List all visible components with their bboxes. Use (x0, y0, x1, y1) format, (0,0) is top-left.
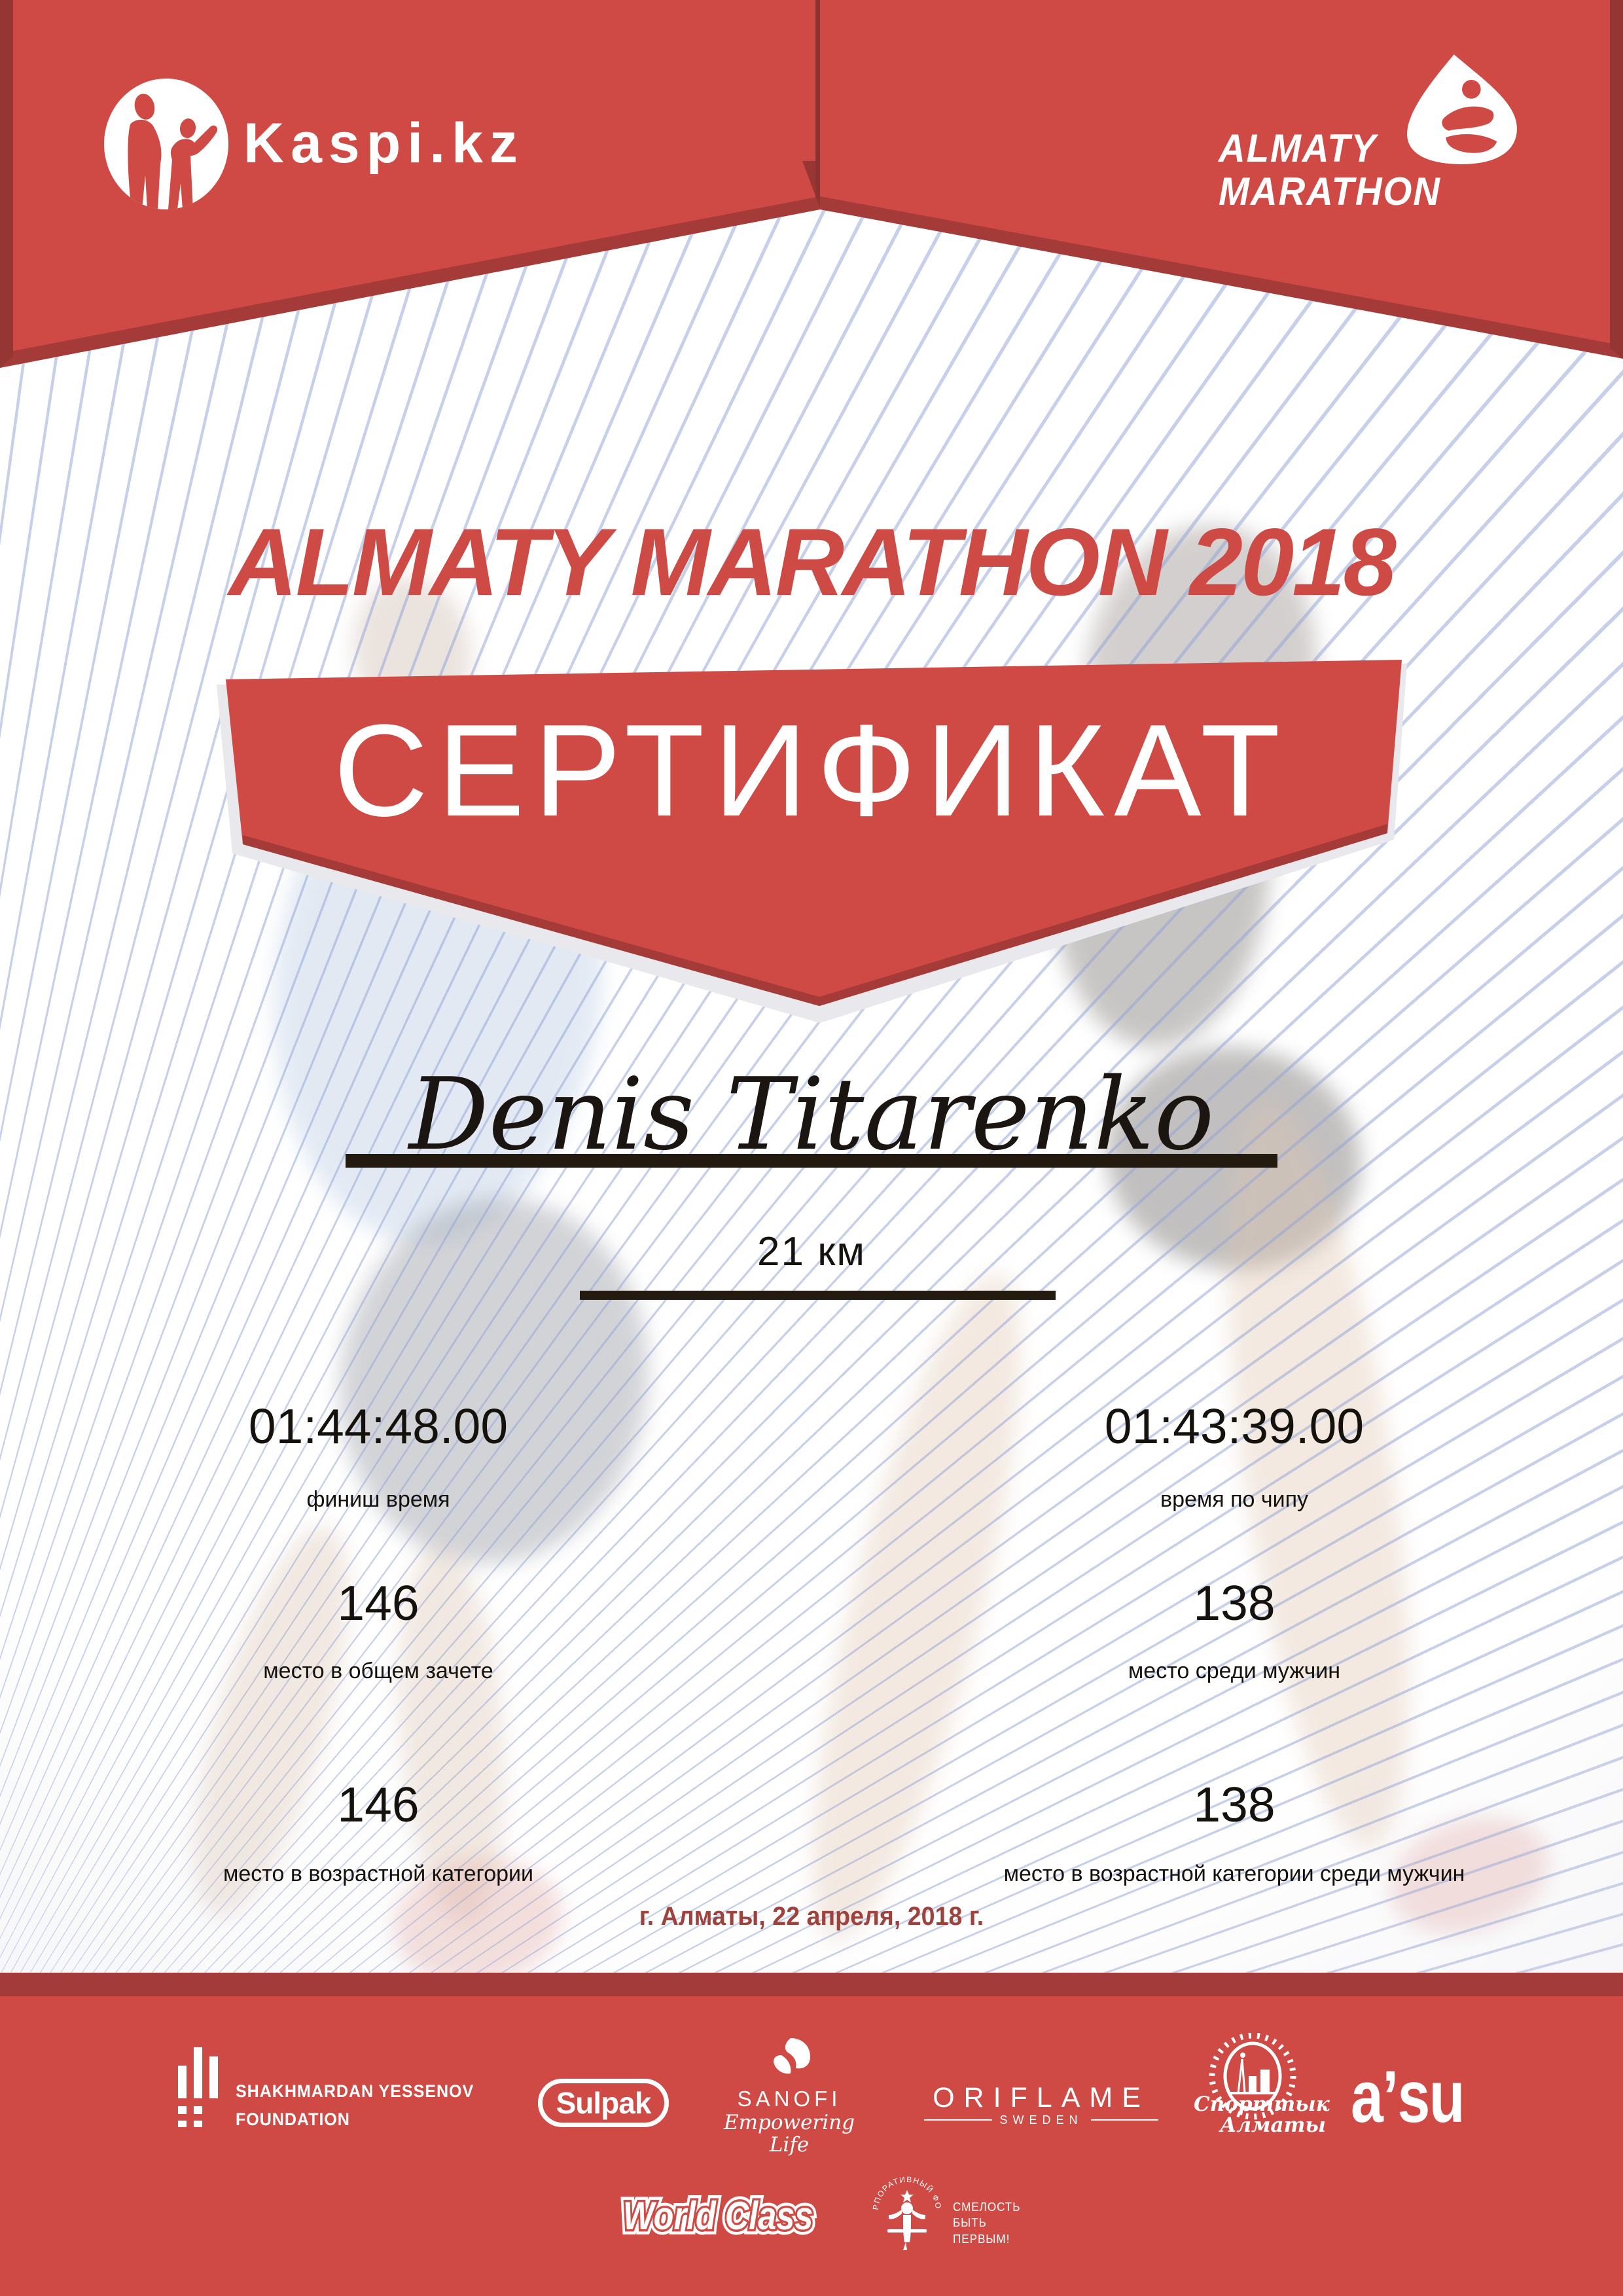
yessenov-line1: SHAKHMARDAN YESSENOV (236, 2081, 474, 2101)
oriflame-country: SWEDEN (924, 2113, 1159, 2126)
fund-slogan-line1: СМЕЛОСТЬ (953, 2200, 1021, 2214)
fund-torch-emblem-icon: КОРПОРАТИВНЫЙ ФОНД (870, 2174, 942, 2250)
ribbon-shape (217, 660, 1407, 1023)
date-line: г. Алматы, 22 апреля, 2018 г. (639, 1902, 984, 1931)
participant-name: Denis Titarenko (408, 1056, 1215, 1172)
fund-slogan-line2: БЫТЬ (953, 2216, 987, 2230)
footer-accent-strip (0, 1973, 1623, 1996)
kaspi-logo-icon (104, 79, 228, 209)
name-underline (346, 1154, 1277, 1168)
oriflame-country-label: SWEDEN (999, 2113, 1083, 2126)
sport-almaty-seal-icon (1209, 2033, 1296, 2120)
asu-wordmark: aʼsu (1351, 2056, 1465, 2138)
distance-value: 21 км (757, 1229, 866, 1274)
ribbon-label: СЕРТИФИКАТ (333, 698, 1290, 844)
sport-almaty-line1: Спорттык (1194, 2092, 1330, 2116)
chip-time-value: 01:43:39.00 (1104, 1399, 1364, 1454)
oriflame-dash-left (924, 2119, 992, 2121)
age-gender-place-label: место в возрастной категории среди мужчи… (1003, 1861, 1465, 1886)
sulpak-logo: Sulpak (538, 2079, 669, 2127)
gender-place-value: 138 (1193, 1575, 1275, 1630)
event-logo-line1: ALMATY (1219, 126, 1378, 170)
gender-place-label: место среди мужчин (1128, 1659, 1341, 1683)
sport-almaty-line2: Алматы (1220, 2113, 1326, 2137)
world-class-gap: World Class (621, 2194, 815, 2238)
distance-underline (580, 1291, 1056, 1300)
chip-time-label: время по чипу (1160, 1487, 1308, 1512)
fund-slogan-line3: ПЕРВЫМ! (953, 2232, 1010, 2246)
sulpak-label: Sulpak (556, 2086, 652, 2120)
world-class-fill: World Class (623, 2194, 813, 2238)
world-class-logo: World Class World Class World Class (618, 2191, 819, 2249)
sanofi-wordmark: SANOFI (737, 2087, 842, 2111)
event-logo-line2: MARATHON (1219, 170, 1441, 213)
finish-time-value: 01:44:48.00 (248, 1399, 508, 1454)
event-logo-wordmark: ALMATY MARATHON (1219, 127, 1441, 213)
oriflame-dash-right (1090, 2119, 1159, 2121)
age-gender-place-value: 138 (1193, 1777, 1275, 1832)
certificate-event-title: ALMATY MARATHON 2018 (228, 509, 1396, 615)
sanofi-bird-icon (774, 2038, 810, 2074)
age-place-value: 146 (337, 1777, 419, 1832)
yessenov-foundation-label: SHAKHMARDAN YESSENOV FOUNDATION (236, 2083, 474, 2128)
finish-time-label: финиш время (306, 1487, 450, 1512)
yessenov-line2: FOUNDATION (236, 2109, 350, 2129)
overall-place-value: 146 (337, 1575, 419, 1630)
world-class-outline: World Class (618, 2191, 817, 2241)
sanofi-tagline: Empowering Life (724, 2111, 855, 2157)
age-place-label: место в возрастной категории (223, 1861, 533, 1886)
fund-slogan: СМЕЛОСТЬ БЫТЬ ПЕРВЫМ! (953, 2199, 1020, 2247)
header-banner-shape (0, 0, 1623, 368)
event-logo-runner-icon (1407, 54, 1517, 164)
footer-sponsor-band (0, 1996, 1623, 2296)
yessenov-foundation-icon (178, 2047, 218, 2127)
kaspi-wordmark: Kaspi.kz (243, 112, 524, 175)
overall-place-label: место в общем зачете (263, 1659, 493, 1683)
oriflame-wordmark: ORIFLAME (933, 2082, 1150, 2113)
